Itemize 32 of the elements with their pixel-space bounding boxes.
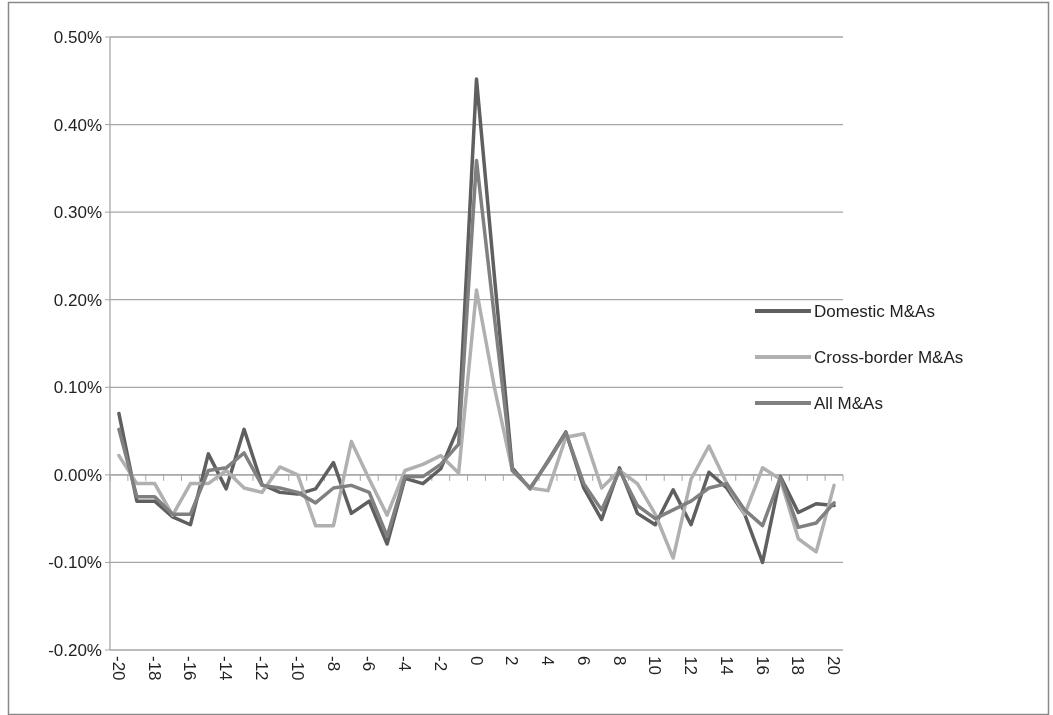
y-tick-label: 0.20% (53, 290, 102, 310)
x-tick-label: 2 (502, 656, 522, 666)
x-tick-label: -2 (430, 656, 450, 672)
legend-label: All M&As (814, 393, 883, 413)
x-tick-label: -20 (108, 656, 128, 681)
x-tick-label: -6 (359, 656, 379, 672)
y-tick-label: 0.40% (53, 115, 102, 135)
x-tick-label: -16 (180, 656, 200, 681)
x-tick-label: 0 (466, 656, 486, 666)
x-tick-label: 4 (538, 656, 558, 666)
x-tick-label: -4 (395, 656, 415, 672)
x-tick-label: -10 (287, 656, 307, 681)
x-tick-label: 18 (788, 656, 808, 675)
y-tick-label: -0.20% (48, 640, 102, 660)
x-tick-label: 16 (752, 656, 772, 675)
x-tick-label: 12 (681, 656, 701, 675)
x-tick-label: 20 (824, 656, 844, 675)
y-tick-label: -0.10% (48, 553, 102, 573)
y-tick-label: 0.30% (53, 203, 102, 223)
x-tick-label: 8 (609, 656, 629, 666)
x-tick-label: 14 (716, 656, 736, 675)
x-tick-label: -8 (323, 656, 343, 672)
x-tick-label: -18 (144, 656, 164, 681)
legend-label: Domestic M&As (814, 301, 935, 321)
x-tick-label: 6 (573, 656, 593, 666)
x-tick-label: -14 (216, 656, 236, 681)
x-tick-label: 10 (645, 656, 665, 675)
y-tick-label: 0.10% (53, 378, 102, 398)
y-tick-label: 0.50% (53, 27, 102, 47)
legend-label: Cross-border M&As (814, 347, 964, 367)
x-tick-label: -12 (252, 656, 272, 681)
y-tick-label: 0.00% (53, 465, 102, 485)
